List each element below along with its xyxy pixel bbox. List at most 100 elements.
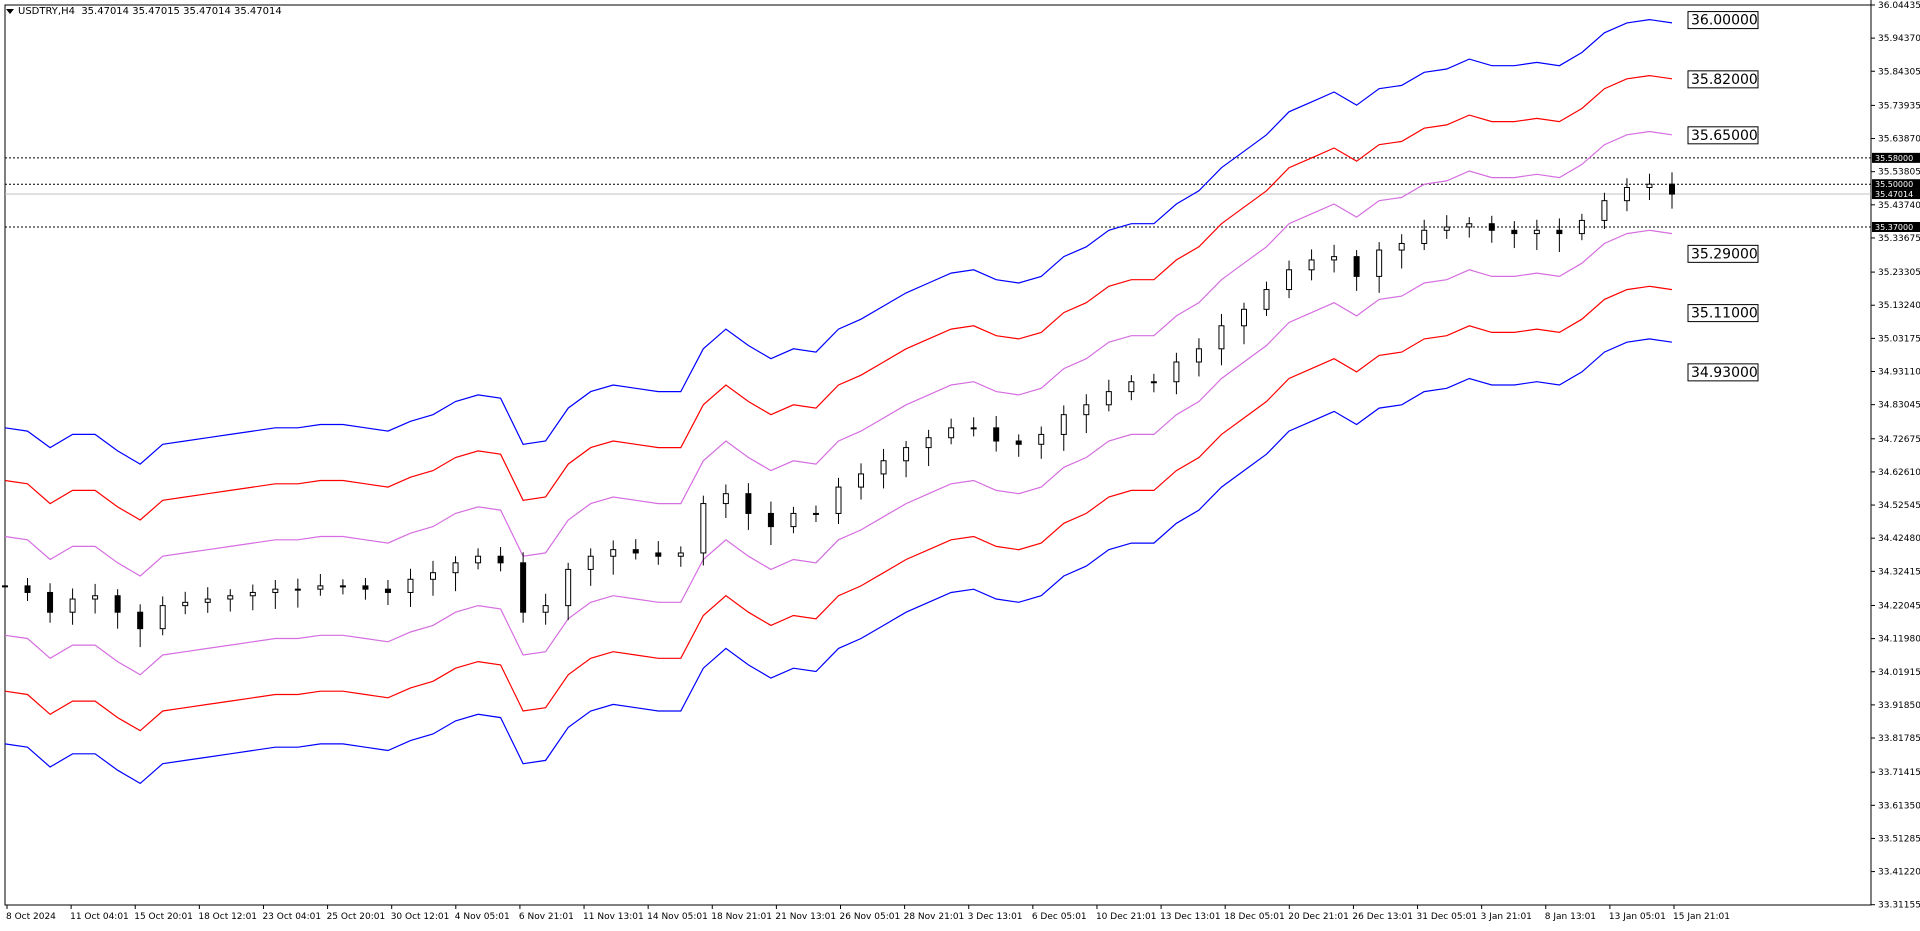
- candle-body: [790, 512, 797, 528]
- candle-body: [1511, 229, 1518, 235]
- candle-body: [1623, 186, 1630, 202]
- time-tick-label: 6 Nov 21:01: [519, 912, 574, 922]
- candle-body: [1128, 381, 1135, 393]
- price-tick-label: 35.73935: [1878, 101, 1920, 111]
- candle-body: [1578, 219, 1585, 235]
- level-label-box: [1687, 304, 1759, 323]
- time-tick-label: 21 Nov 13:01: [775, 912, 836, 922]
- current-price-label: 35.47014: [1875, 190, 1913, 199]
- time-tick-label: 28 Nov 21:01: [904, 912, 965, 922]
- candle-body: [970, 427, 977, 430]
- time-tick-label: 3 Jan 21:01: [1481, 912, 1532, 922]
- price-tick-label: 35.53805: [1878, 168, 1920, 178]
- price-tick-label: 34.52545: [1878, 501, 1920, 511]
- horizontal-level-tag: [1872, 179, 1920, 190]
- horizontal-level-tag: [1872, 152, 1920, 163]
- price-tick-label: 34.22045: [1878, 601, 1920, 611]
- candle-body: [1286, 269, 1293, 291]
- symbol-header: USDTRY,H4 35.47014 35.47015 35.47014 35.…: [6, 6, 282, 17]
- candle-body: [948, 427, 955, 439]
- time-tick-label: 8 Oct 2024: [6, 912, 56, 922]
- price-tick-label: 33.61350: [1878, 801, 1920, 811]
- time-tick-label: 13 Jan 05:01: [1609, 912, 1666, 922]
- time-tick-label: 18 Oct 12:01: [198, 912, 257, 922]
- candle-body: [1015, 440, 1022, 445]
- price-tick-label: 34.83045: [1878, 401, 1920, 411]
- price-tick-label: 34.62610: [1878, 468, 1920, 478]
- candle-body: [1263, 289, 1270, 310]
- time-tick-label: 11 Nov 13:01: [583, 912, 644, 922]
- candle-body: [1601, 200, 1608, 221]
- candle-body: [384, 588, 391, 593]
- dropdown-triangle-icon[interactable]: [6, 8, 14, 14]
- candle-body: [24, 585, 31, 593]
- time-tick-label: 6 Dec 05:01: [1032, 912, 1087, 922]
- price-tick-label: 34.42480: [1878, 534, 1920, 544]
- candle-body: [1353, 256, 1360, 277]
- time-tick-label: 13 Dec 13:01: [1160, 912, 1221, 922]
- candle-body: [610, 549, 617, 557]
- candle-body: [1556, 229, 1563, 235]
- candle-body: [362, 585, 369, 590]
- ohlc-readout: 35.47014 35.47015 35.47014 35.47014: [81, 6, 282, 17]
- candle-body: [1421, 229, 1428, 244]
- level-label-box: [1687, 126, 1759, 145]
- price-tick-label: 33.41220: [1878, 868, 1920, 878]
- candle-body: [565, 568, 572, 607]
- candle-body: [835, 486, 842, 514]
- time-tick-label: 3 Dec 13:01: [968, 912, 1023, 922]
- candle-body: [767, 512, 774, 528]
- candle-body: [317, 585, 324, 590]
- candle-body: [1240, 308, 1247, 327]
- envelope-line-envelope-lower-1: [4, 229, 1673, 676]
- level-label: 36.00000: [1691, 13, 1758, 29]
- candle-body: [47, 591, 54, 613]
- candle-body: [497, 555, 504, 564]
- price-tick-label: 35.63870: [1878, 135, 1920, 145]
- price-tick-label: 33.81785: [1878, 734, 1920, 744]
- candle-body: [204, 598, 211, 603]
- candle-body: [700, 503, 707, 554]
- envelope-line-envelope-upper-3: [4, 18, 1673, 465]
- candle-body: [407, 578, 414, 593]
- candle-body: [452, 562, 459, 574]
- candle-body: [137, 611, 144, 630]
- current-price-tag: [1872, 189, 1920, 200]
- candle-body: [925, 437, 932, 449]
- candle-body: [903, 447, 910, 462]
- level-label-box: [1687, 244, 1759, 263]
- candle-body: [722, 493, 729, 505]
- price-tick-label: 36.04435: [1878, 1, 1920, 11]
- level-label-box: [1687, 363, 1759, 382]
- price-tick-label: 35.33675: [1878, 234, 1920, 244]
- time-tick-label: 30 Oct 12:01: [391, 912, 450, 922]
- candle-body: [1150, 381, 1157, 384]
- candle-body: [1060, 414, 1067, 435]
- envelope-line-envelope-lower-3: [4, 338, 1673, 785]
- candle-body: [249, 591, 256, 597]
- level-label: 35.11000: [1691, 306, 1758, 322]
- candle-body: [1669, 183, 1675, 195]
- time-tick-label: 10 Dec 21:01: [1096, 912, 1157, 922]
- candle-body: [339, 585, 346, 588]
- price-tick-label: 35.23305: [1878, 268, 1920, 278]
- envelope-line-envelope-upper-1: [4, 130, 1673, 577]
- envelope-line-envelope-upper-2: [4, 74, 1673, 521]
- price-tick-label: 33.71415: [1878, 768, 1920, 778]
- level-label-box: [1687, 70, 1759, 89]
- candle-body: [159, 605, 166, 630]
- candle-body: [632, 549, 639, 554]
- candle-body: [227, 595, 234, 600]
- horizontal-level-label: 35.37000: [1875, 223, 1913, 232]
- horizontal-level-label: 35.50000: [1875, 180, 1913, 189]
- candle-body: [655, 552, 662, 557]
- time-tick-label: 18 Dec 05:01: [1224, 912, 1285, 922]
- price-tick-label: 35.43740: [1878, 201, 1920, 211]
- candle-body: [69, 598, 76, 613]
- candle-body: [475, 555, 482, 564]
- candle-body: [1533, 229, 1540, 235]
- candle-body: [1105, 391, 1112, 406]
- candle-body: [92, 595, 99, 600]
